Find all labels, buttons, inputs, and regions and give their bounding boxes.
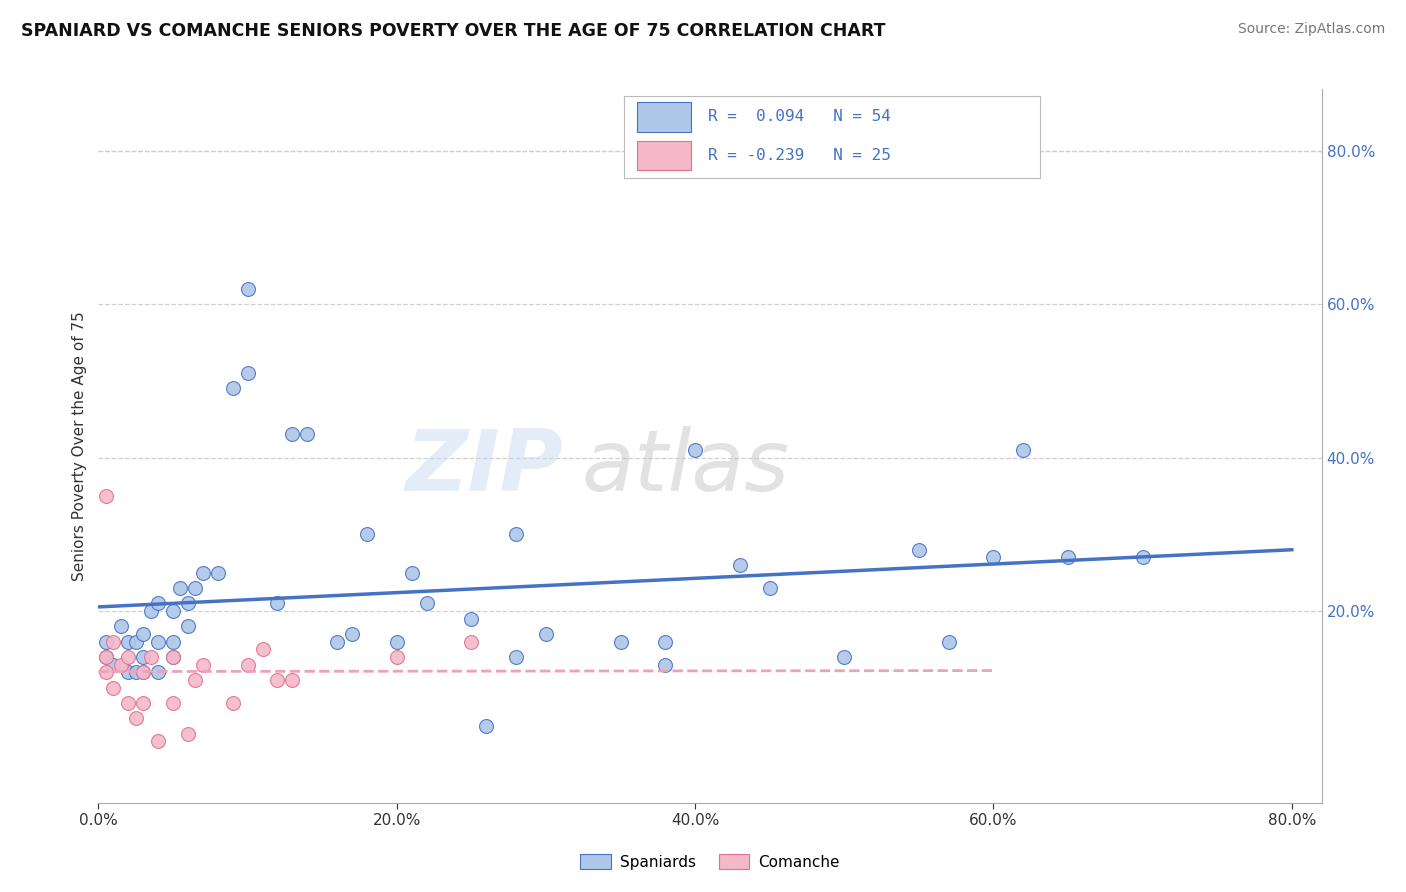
Point: [505, 650, 527, 665]
Point: [162, 634, 184, 648]
Point: [983, 550, 1005, 565]
Point: [94, 634, 117, 648]
Point: [609, 634, 631, 648]
Y-axis label: Seniors Poverty Over the Age of 75: Seniors Poverty Over the Age of 75: [72, 311, 87, 581]
Point: [132, 696, 155, 710]
Point: [505, 527, 527, 541]
Point: [266, 673, 288, 687]
Point: [221, 381, 243, 395]
Point: [758, 581, 780, 595]
Text: atlas: atlas: [582, 425, 790, 509]
Point: [683, 442, 706, 457]
Point: [654, 634, 676, 648]
Point: [103, 634, 125, 648]
Point: [132, 665, 155, 680]
Point: [103, 657, 125, 672]
Point: [938, 634, 960, 648]
Text: SPANIARD VS COMANCHE SENIORS POVERTY OVER THE AGE OF 75 CORRELATION CHART: SPANIARD VS COMANCHE SENIORS POVERTY OVE…: [21, 22, 886, 40]
Point: [832, 650, 855, 665]
Point: [385, 650, 408, 665]
Point: [162, 604, 184, 618]
Text: Source: ZipAtlas.com: Source: ZipAtlas.com: [1237, 22, 1385, 37]
Legend: Spaniards, Comanche: Spaniards, Comanche: [572, 846, 848, 877]
Point: [236, 366, 259, 380]
Point: [281, 427, 304, 442]
Point: [103, 681, 125, 695]
Point: [132, 665, 155, 680]
Point: [415, 596, 437, 610]
Point: [252, 642, 274, 657]
Point: [401, 566, 423, 580]
Point: [266, 596, 288, 610]
Point: [146, 734, 169, 748]
Point: [207, 566, 229, 580]
Point: [169, 581, 191, 595]
Point: [1012, 442, 1035, 457]
Point: [146, 596, 169, 610]
Text: ZIP: ZIP: [405, 425, 564, 509]
Point: [146, 634, 169, 648]
Point: [385, 634, 408, 648]
Point: [162, 650, 184, 665]
Point: [236, 282, 259, 296]
Point: [110, 657, 132, 672]
Point: [728, 558, 751, 572]
Point: [132, 627, 155, 641]
Point: [125, 711, 148, 725]
Point: [117, 634, 139, 648]
Point: [125, 634, 148, 648]
Point: [475, 719, 498, 733]
Point: [146, 665, 169, 680]
Point: [326, 634, 349, 648]
Point: [184, 673, 207, 687]
Point: [281, 673, 304, 687]
Point: [162, 650, 184, 665]
Point: [297, 427, 319, 442]
Point: [340, 627, 363, 641]
Point: [191, 657, 214, 672]
Point: [356, 527, 378, 541]
Point: [221, 696, 243, 710]
Point: [94, 665, 117, 680]
Point: [908, 542, 931, 557]
Point: [110, 619, 132, 633]
Point: [534, 627, 557, 641]
Point: [191, 566, 214, 580]
Point: [117, 665, 139, 680]
Point: [94, 650, 117, 665]
Point: [177, 727, 200, 741]
Point: [139, 650, 162, 665]
Point: [184, 581, 207, 595]
Point: [460, 634, 482, 648]
Point: [94, 650, 117, 665]
Point: [1057, 550, 1080, 565]
Point: [236, 657, 259, 672]
Point: [117, 696, 139, 710]
Point: [177, 596, 200, 610]
Point: [117, 650, 139, 665]
Point: [177, 619, 200, 633]
Point: [162, 696, 184, 710]
Point: [139, 604, 162, 618]
Point: [460, 612, 482, 626]
Point: [132, 650, 155, 665]
Point: [654, 657, 676, 672]
Point: [1132, 550, 1154, 565]
Point: [94, 489, 117, 503]
Point: [125, 665, 148, 680]
